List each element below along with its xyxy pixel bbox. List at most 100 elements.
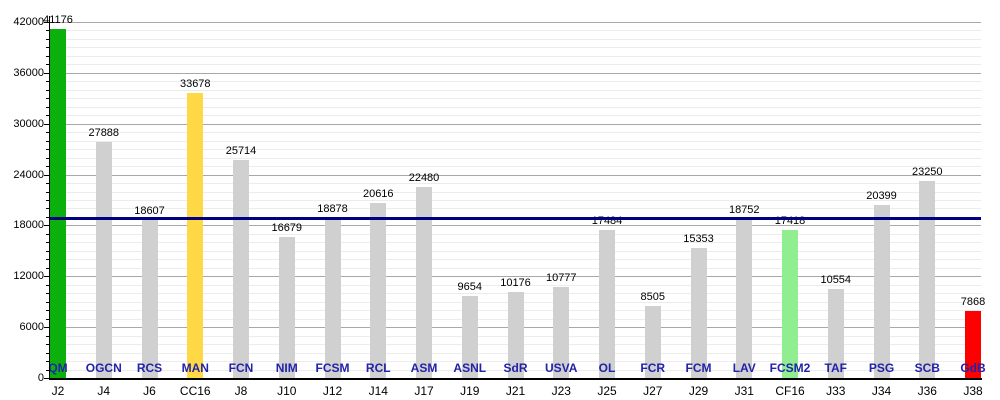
y-axis-tick [44,225,50,227]
bar-value-label: 25714 [225,145,257,157]
y-minor-gridline [50,30,981,32]
y-major-gridline [50,123,981,125]
y-axis-tick [46,344,50,346]
bar-value-label: 18607 [134,205,165,217]
bar-value-label: 17484 [591,215,623,227]
bar-value-label: 18752 [728,204,760,216]
bar [644,306,661,378]
y-minor-gridline [50,259,981,261]
x-tick-label: CC16 [179,384,211,398]
bar-value-label: 20616 [362,188,394,200]
y-axis-tick [46,166,50,168]
y-minor-gridline [50,81,981,83]
y-major-gridline [50,22,981,23]
y-axis-tick [44,174,50,176]
team-label: OGCN [85,361,122,375]
y-minor-gridline [50,157,981,159]
y-axis-tick [46,89,50,91]
team-label: USVA [545,361,578,375]
bar [782,230,798,378]
y-minor-gridline [50,149,981,151]
y-minor-gridline [50,140,981,142]
y-minor-gridline [50,183,981,185]
y-axis-tick [46,98,50,100]
bar [141,220,158,378]
y-axis-tick [46,132,50,134]
x-tick-label: J4 [97,384,111,398]
bar-value-label: 23250 [911,166,943,178]
y-tick-label: 36000 [13,66,44,79]
y-minor-gridline [50,55,981,57]
y-axis-line [49,16,50,379]
y-axis-tick [46,352,50,354]
team-label: PSG [868,361,895,375]
y-axis-tick [44,378,50,379]
bar [370,203,387,378]
y-minor-gridline [50,250,981,252]
bar [599,230,615,378]
plot-area: 41176 QM 27888 OGCN 18607 RCS 33678 MAN 25714 FCN… [43,15,986,378]
y-axis-tick [46,47,50,49]
y-axis-tick [46,183,50,185]
y-axis-tick [46,259,50,261]
y-axis-tick [46,55,50,57]
x-tick-label: J34 [871,384,892,398]
team-label: ASNL [453,361,487,375]
y-axis-tick [44,22,50,23]
x-tick-label: J6 [143,384,156,398]
y-axis-tick [46,250,50,252]
x-axis-line [49,378,982,380]
y-minor-gridline [50,106,981,108]
bar [50,29,66,378]
team-label: ASM [410,361,438,375]
bar-value-label: 10176 [500,277,531,289]
y-minor-gridline [50,166,981,168]
bar [278,237,295,378]
y-minor-gridline [50,47,981,49]
x-tick-label: CF16 [775,384,805,398]
y-minor-gridline [50,284,981,286]
bar-value-label: 9654 [457,281,482,293]
y-minor-gridline [50,242,981,244]
bar-value-label: 18878 [317,203,348,215]
x-tick-label: J38 [963,384,983,398]
y-axis-tick [46,318,50,320]
x-tick-label: J19 [460,384,480,398]
y-major-gridline [50,72,981,74]
team-label: QM [48,361,68,375]
y-tick-label: 30000 [13,117,44,130]
y-axis-tick [46,267,50,269]
y-axis-tick [46,293,50,295]
y-minor-gridline [50,233,981,235]
team-label: FCSM [315,361,350,375]
team-label: RCL [365,361,391,375]
y-minor-gridline [50,64,981,66]
x-tick-label: J17 [414,384,434,398]
y-axis-tick [46,242,50,244]
bar [95,142,112,378]
y-axis-tick [46,140,50,142]
y-axis-tick [46,301,50,303]
y-axis-tick [46,115,50,117]
y-minor-gridline [50,267,981,269]
y-axis-tick [44,276,50,278]
y-axis-tick [44,72,50,74]
bar [324,218,341,378]
y-tick-label: 6000 [19,321,44,334]
team-label: RCS [136,361,163,375]
x-tick-label: J2 [51,384,65,398]
bar [461,296,478,378]
y-axis-tick [46,200,50,201]
y-minor-gridline [50,200,981,201]
y-axis-tick [46,361,50,363]
y-minor-gridline [50,38,981,40]
team-label: LAV [732,361,756,375]
bar-value-label: 10777 [545,272,577,284]
x-tick-label: J23 [551,384,571,398]
bar-value-label: 22480 [408,172,440,184]
bar-value-label: 17418 [774,215,806,227]
team-label: SdR [503,361,528,375]
y-minor-gridline [50,191,981,193]
x-tick-label: J21 [505,384,526,398]
